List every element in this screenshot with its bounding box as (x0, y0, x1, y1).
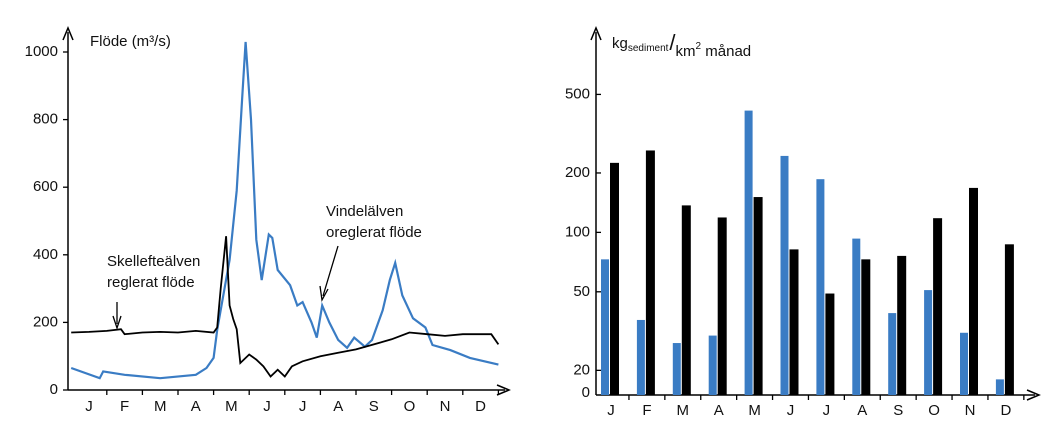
x-tick-label: N (440, 398, 451, 415)
x-tick-label: A (857, 402, 867, 419)
bar (852, 238, 861, 395)
y-tick-label: 600 (33, 178, 58, 195)
y-axis-label-part: kg (612, 35, 628, 52)
x-tick-label: O (928, 402, 940, 419)
bar (672, 343, 681, 395)
x-tick-label: D (1000, 402, 1011, 419)
x-tick-label: F (642, 402, 651, 419)
y-tick-label: 400 (33, 246, 58, 263)
y-axis-label-part: / (669, 30, 676, 55)
bar (789, 249, 799, 395)
annotation: Skellefteälven (107, 253, 200, 270)
x-tick-label: M (225, 398, 238, 415)
x-tick-label: J (85, 398, 93, 415)
x-tick-label: N (965, 402, 976, 419)
arrow (112, 302, 122, 331)
x-tick-label: O (404, 398, 416, 415)
bar (861, 259, 871, 395)
left-x-axis (68, 384, 511, 396)
origin-label: 0 (582, 384, 590, 401)
y-axis-label-part: km (676, 43, 696, 60)
bar (888, 313, 897, 395)
bar (610, 162, 619, 395)
bar (825, 293, 835, 395)
x-tick-label: J (823, 402, 831, 419)
x-tick-label: J (787, 402, 795, 419)
y-axis-label-part: månad (701, 43, 751, 60)
y-axis-label-part: 2 (696, 41, 702, 52)
bar (753, 197, 763, 395)
y-tick-label: 0 (50, 381, 58, 398)
y-axis-label-part: sediment (628, 43, 669, 54)
x-tick-label: M (154, 398, 167, 415)
x-tick-label: M (677, 402, 690, 419)
arrow (319, 245, 339, 303)
annotation: reglerat flöde (107, 274, 195, 291)
x-tick-label: A (714, 402, 724, 419)
y-tick-label: 50 (573, 283, 590, 300)
x-tick-label: J (299, 398, 307, 415)
bar (924, 290, 933, 395)
bar (708, 335, 717, 395)
bar (933, 218, 943, 395)
bar (645, 150, 655, 395)
bar (717, 217, 727, 395)
y-tick-label: 200 (33, 313, 58, 330)
x-tick-label: M (748, 402, 761, 419)
annotation: oreglerat flöde (326, 224, 422, 241)
y-tick-label: 1000 (25, 43, 58, 60)
y-axis-label: kgsediment/km2 månad (612, 30, 751, 60)
y-tick-label: 20 (573, 361, 590, 378)
x-tick-label: D (475, 398, 486, 415)
bar (960, 332, 968, 395)
y-tick-label: 800 (33, 111, 58, 128)
annotation: Vindelälven (326, 203, 403, 220)
bar (636, 319, 645, 395)
bar (744, 110, 753, 395)
x-tick-label: J (263, 398, 271, 415)
x-tick-label: S (369, 398, 379, 415)
line-series (70, 41, 499, 380)
x-tick-label: J (607, 402, 615, 419)
bar (816, 179, 825, 395)
x-tick-label: A (191, 398, 201, 415)
bar (995, 379, 1004, 395)
y-tick-label: 100 (565, 223, 590, 240)
bar (1004, 244, 1014, 395)
right-y-axis (590, 26, 602, 395)
x-tick-label: A (333, 398, 343, 415)
bar (897, 255, 907, 395)
y-tick-label: 500 (565, 85, 590, 102)
y-axis-label: Flöde (m³/s) (90, 33, 171, 50)
x-tick-label: S (893, 402, 903, 419)
bar (601, 259, 609, 395)
bar (780, 155, 789, 395)
line-series (71, 236, 500, 378)
y-tick-label: 200 (565, 164, 590, 181)
left-y-axis (62, 26, 74, 390)
bar (969, 187, 978, 395)
x-tick-label: F (120, 398, 129, 415)
bar (681, 205, 691, 395)
